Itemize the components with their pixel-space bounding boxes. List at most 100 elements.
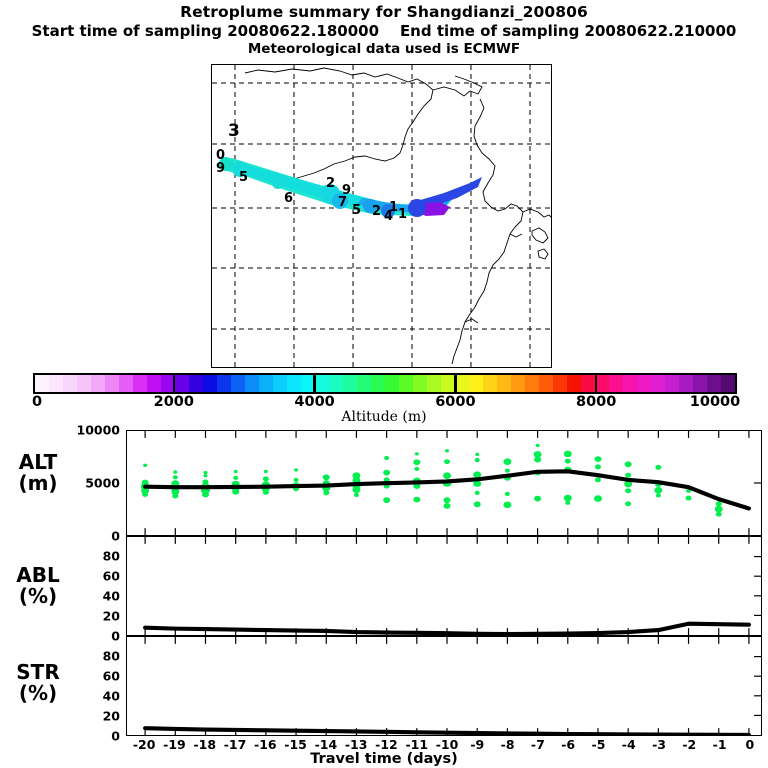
- map-day-label: 9: [342, 183, 352, 198]
- colorbar-swatch: [553, 375, 567, 392]
- colorbar-swatch: [721, 375, 735, 392]
- sampling-time-line: Start time of sampling 20080622.180000 E…: [0, 22, 768, 41]
- alt-scatter-point: [533, 451, 542, 458]
- colorbar-swatch: [637, 375, 651, 392]
- str-plot-svg: [143, 637, 761, 735]
- colorbar-swatch: [119, 375, 133, 392]
- colorbar-swatch: [455, 375, 469, 392]
- y-tick-label: 60: [102, 568, 120, 584]
- y-tick-label: 20: [102, 608, 120, 624]
- colorbar-tick-label: 6000: [435, 394, 476, 410]
- x-tick-label: -13: [344, 737, 368, 752]
- colorbar-swatch: [273, 375, 287, 392]
- alt-scatter-point: [715, 501, 722, 507]
- alt-scatter-point: [352, 486, 361, 494]
- alt-scatter-point: [443, 472, 452, 480]
- map-day-label: 2: [326, 176, 336, 191]
- alt-scatter-point: [233, 475, 239, 480]
- colorbar-tick-label: 8000: [576, 394, 617, 410]
- map-day-label: 2: [372, 204, 382, 219]
- alt-scatter-point: [233, 469, 238, 474]
- alt-scatter-point: [534, 456, 542, 463]
- alt-scatter-point: [443, 497, 451, 504]
- colorbar-swatch: [679, 375, 693, 392]
- y-tick-label: 80: [102, 648, 120, 664]
- x-tick-label: -9: [470, 737, 485, 752]
- colorbar-swatch: [147, 375, 161, 392]
- colorbar-swatch: [525, 375, 539, 392]
- colorbar-swatch: [175, 375, 189, 392]
- altitude-colorbar[interactable]: [33, 373, 737, 394]
- alt-scatter-point: [503, 501, 512, 509]
- x-tick-label: -15: [284, 737, 307, 752]
- alt-scatter-point: [565, 500, 571, 505]
- y-tick-label: 0: [111, 528, 120, 544]
- y-tick-label: 0: [111, 628, 120, 644]
- alt-scatter-point: [624, 461, 632, 468]
- alt-panel[interactable]: [126, 430, 762, 536]
- colorbar-swatch: [581, 375, 595, 392]
- alt-scatter-point: [202, 491, 209, 498]
- alt-scatter-point: [323, 490, 330, 496]
- alt-scatter-point: [414, 452, 419, 456]
- y-tick-label: 60: [102, 668, 120, 684]
- page-title: Retroplume summary for Shangdianzi_20080…: [180, 3, 588, 21]
- alt-scatter-point: [625, 501, 632, 507]
- x-tick-label: -8: [500, 737, 515, 752]
- str-label-line2: (%): [18, 681, 58, 705]
- alt-scatter-point: [474, 490, 480, 495]
- colorbar-tick-label: 0: [31, 394, 43, 410]
- colorbar-swatch: [189, 375, 203, 392]
- alt-scatter-point: [203, 474, 208, 478]
- map-day-label: 5: [239, 170, 249, 185]
- colorbar-swatch: [595, 375, 609, 392]
- abl-panel[interactable]: [126, 536, 762, 636]
- colorbar-swatch: [665, 375, 679, 392]
- alt-scatter-point: [353, 492, 359, 498]
- alt-scatter-point: [625, 472, 632, 478]
- x-tick-label: -17: [223, 737, 247, 752]
- x-tick-label: -5: [591, 737, 606, 752]
- alt-scatter-point: [445, 449, 450, 453]
- alt-scatter-point: [413, 483, 421, 490]
- y-tick-label: 40: [102, 588, 120, 604]
- x-tick-label: -20: [132, 737, 156, 752]
- alt-y-ticks: 0 5000 10000: [68, 423, 121, 544]
- colorbar-swatch: [385, 375, 399, 392]
- colorbar-swatch: [469, 375, 483, 392]
- alt-scatter-point: [294, 468, 299, 472]
- series-line: [143, 726, 752, 735]
- series-line: [143, 621, 752, 635]
- alt-scatter-point: [262, 476, 269, 482]
- time-gap: [379, 22, 400, 40]
- alt-plot-svg: [140, 431, 761, 535]
- colorbar-swatch: [511, 375, 525, 392]
- alt-scatter-point: [232, 488, 240, 495]
- alt-scatter-point: [563, 494, 572, 502]
- alt-row-label: ALT (m): [8, 452, 68, 494]
- colorbar-swatch: [707, 375, 721, 392]
- colorbar-separator: [172, 373, 175, 394]
- alt-scatter-point: [594, 477, 601, 483]
- colorbar-swatch: [49, 375, 63, 392]
- colorbar-swatch: [35, 375, 49, 392]
- colorbar-tick-label: 2000: [153, 394, 194, 410]
- alt-scatter-point: [263, 469, 268, 474]
- colorbar-swatch: [609, 375, 623, 392]
- colorbar-swatch: [441, 375, 455, 392]
- alt-scatter-point: [262, 489, 269, 495]
- abl-label-line1: ABL: [16, 563, 60, 587]
- alt-scatter-point: [293, 477, 299, 482]
- colorbar-swatch: [343, 375, 357, 392]
- map-day-label: 6: [284, 191, 294, 206]
- str-y-ticks: 0 20 40 60 80: [68, 636, 120, 744]
- str-panel[interactable]: [126, 636, 762, 736]
- alt-scatter-point: [383, 469, 391, 476]
- colorbar-swatch: [329, 375, 343, 392]
- alt-scatter-point: [171, 488, 180, 496]
- alt-scatter-point: [352, 472, 361, 480]
- colorbar-swatch: [357, 375, 371, 392]
- colorbar-swatch: [623, 375, 637, 392]
- retroplume-map[interactable]: 3 0 9 5 6 2 9 7 5 2 1 4 1: [211, 64, 552, 368]
- map-day-label: 1: [398, 207, 408, 222]
